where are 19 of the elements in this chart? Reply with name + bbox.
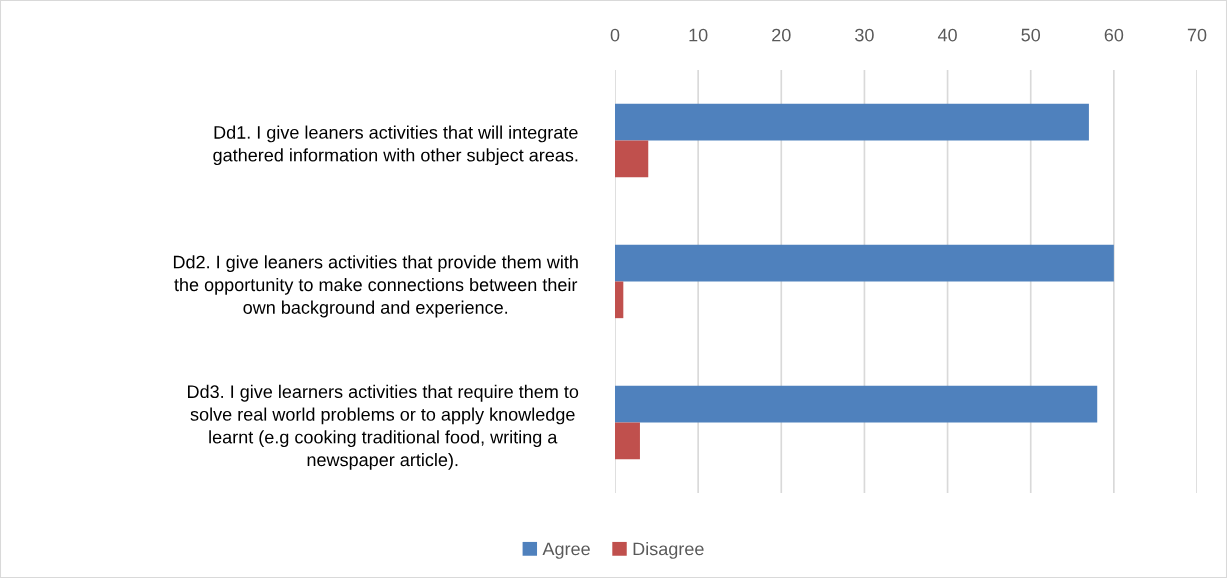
x-tick-label: 60 [1104, 28, 1124, 42]
bar [615, 244, 1114, 282]
y-tick-label: Dd2. I give leaners activities that provide them with the opportunity to make connections between their own background and experience. [173, 255, 578, 318]
y-tick-label: Dd3. I give learners activities that require them to solve real world problems or to apply knowledge learnt (e.g cooking traditional food, writing a newspaper article). [188, 384, 579, 470]
bar [615, 103, 1089, 141]
x-tick-label: 40 [937, 28, 957, 42]
x-tick-label: 20 [772, 28, 791, 42]
x-tick-label: 10 [689, 28, 708, 42]
x-tick-label: 50 [1021, 28, 1041, 42]
bar [615, 281, 624, 319]
x-tick-label: 0 [610, 28, 620, 42]
bar [615, 422, 640, 460]
x-tick-label: 30 [855, 28, 874, 42]
y-tick-label: Dd1. I give leaners activities that will integrate gathered information with other subject areas. [213, 125, 578, 166]
x-tick-label: 70 [1187, 28, 1207, 42]
legend-label: Agree [542, 542, 590, 559]
legend-label: Disagree [633, 542, 704, 559]
bar [615, 385, 1098, 423]
bar [615, 140, 649, 178]
